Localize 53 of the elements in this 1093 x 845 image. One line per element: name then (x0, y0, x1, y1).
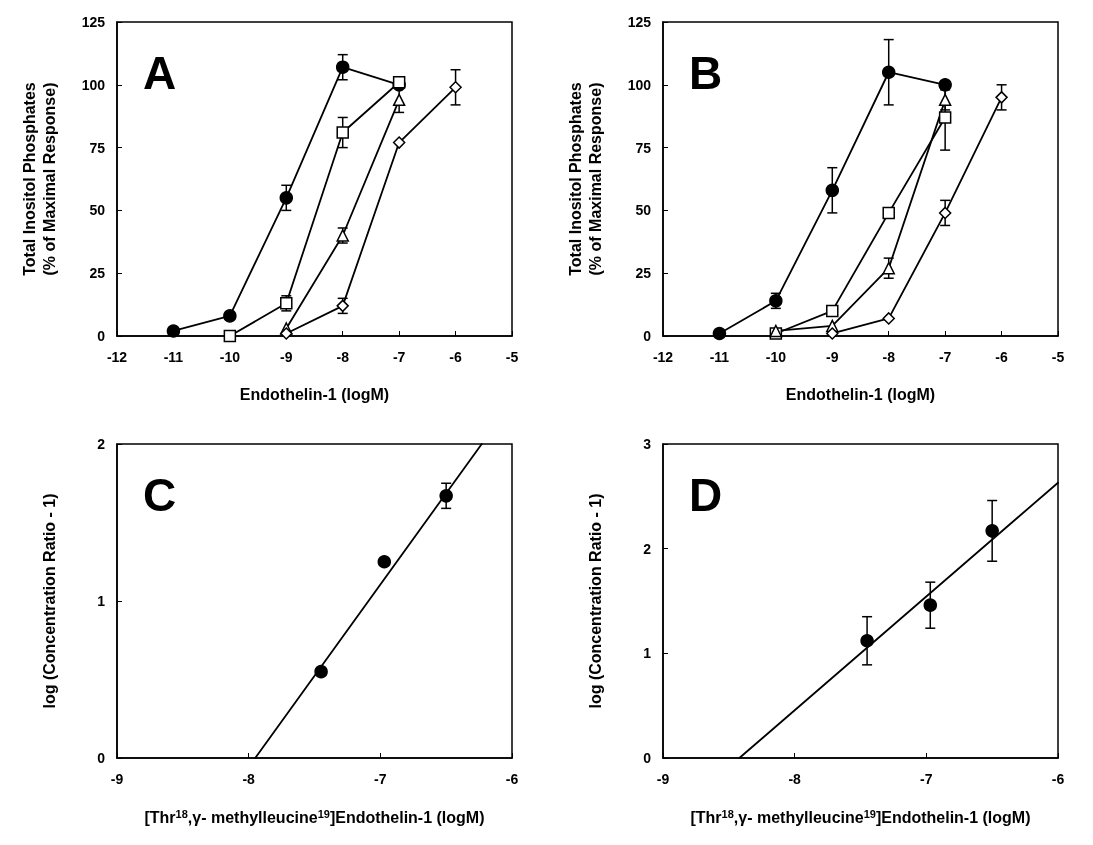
x-tick-label: -11 (709, 349, 730, 365)
x-tick-label: -9 (656, 771, 670, 787)
x-tick-label: -8 (788, 771, 802, 787)
y-tick-label: 75 (635, 139, 652, 156)
x-tick-label: -6 (449, 349, 463, 365)
x-tick-label: -9 (110, 771, 124, 787)
x-tick-label: -10 (765, 349, 787, 365)
y-tick-label: 75 (89, 139, 106, 156)
y-tick-label: 25 (89, 265, 106, 282)
y-tick-label: 100 (81, 76, 106, 93)
x-tick-label: -7 (392, 349, 406, 365)
x-tick-label: -7 (374, 771, 387, 787)
x-axis-title: Endothelin-1 (logM) (239, 385, 390, 403)
y-tick-label: 100 (627, 76, 652, 93)
x-tick-label: -9 (826, 349, 839, 365)
annotation: C (143, 469, 177, 521)
y-tick-label: 125 (627, 14, 652, 30)
x-axis-title: Endothelin-1 (logM) (785, 385, 936, 403)
annotation: B (689, 47, 723, 99)
x-tick-label: -5 (1051, 349, 1065, 365)
x-tick-label: -8 (882, 349, 896, 365)
y-tick-label: 3 (643, 436, 652, 452)
y-tick-label: 2 (97, 436, 106, 452)
y-axis-title: log (Concentration Ratio - 1) (40, 493, 58, 709)
x-tick-label: -9 (280, 349, 293, 365)
y-tick-label: 0 (643, 328, 652, 344)
y-axis-title: Total Inositol Phosphates (% of Maximal Response) (20, 82, 58, 276)
y-tick-label: 2 (643, 540, 652, 557)
x-tick-label: -7 (938, 349, 952, 365)
x-tick-label: -12 (652, 349, 674, 365)
annotation: D (689, 469, 723, 521)
x-tick-label: -8 (242, 771, 256, 787)
y-tick-label: 50 (89, 202, 106, 219)
x-tick-label: -6 (1051, 771, 1065, 787)
y-tick-label: 0 (97, 750, 106, 766)
y-tick-label: 25 (635, 265, 652, 282)
y-tick-label: 0 (97, 328, 106, 344)
y-tick-label: 0 (643, 750, 652, 766)
x-tick-label: -12 (106, 349, 128, 365)
x-tick-label: -5 (505, 349, 519, 365)
x-tick-label: -11 (163, 349, 184, 365)
y-tick-label: 1 (97, 593, 106, 609)
x-tick-label: -6 (995, 349, 1009, 365)
x-tick-label: -8 (336, 349, 350, 365)
y-axis-title: log (Concentration Ratio - 1) (586, 493, 604, 709)
x-tick-label: -6 (505, 771, 519, 787)
x-tick-label: -7 (920, 771, 933, 787)
y-tick-label: 1 (643, 645, 652, 662)
y-axis-title: Total Inositol Phosphates (% of Maximal Response) (566, 82, 604, 276)
y-tick-label: 125 (81, 14, 106, 30)
y-tick-label: 50 (635, 202, 652, 219)
annotation: A (143, 47, 177, 99)
x-tick-label: -10 (219, 349, 241, 365)
